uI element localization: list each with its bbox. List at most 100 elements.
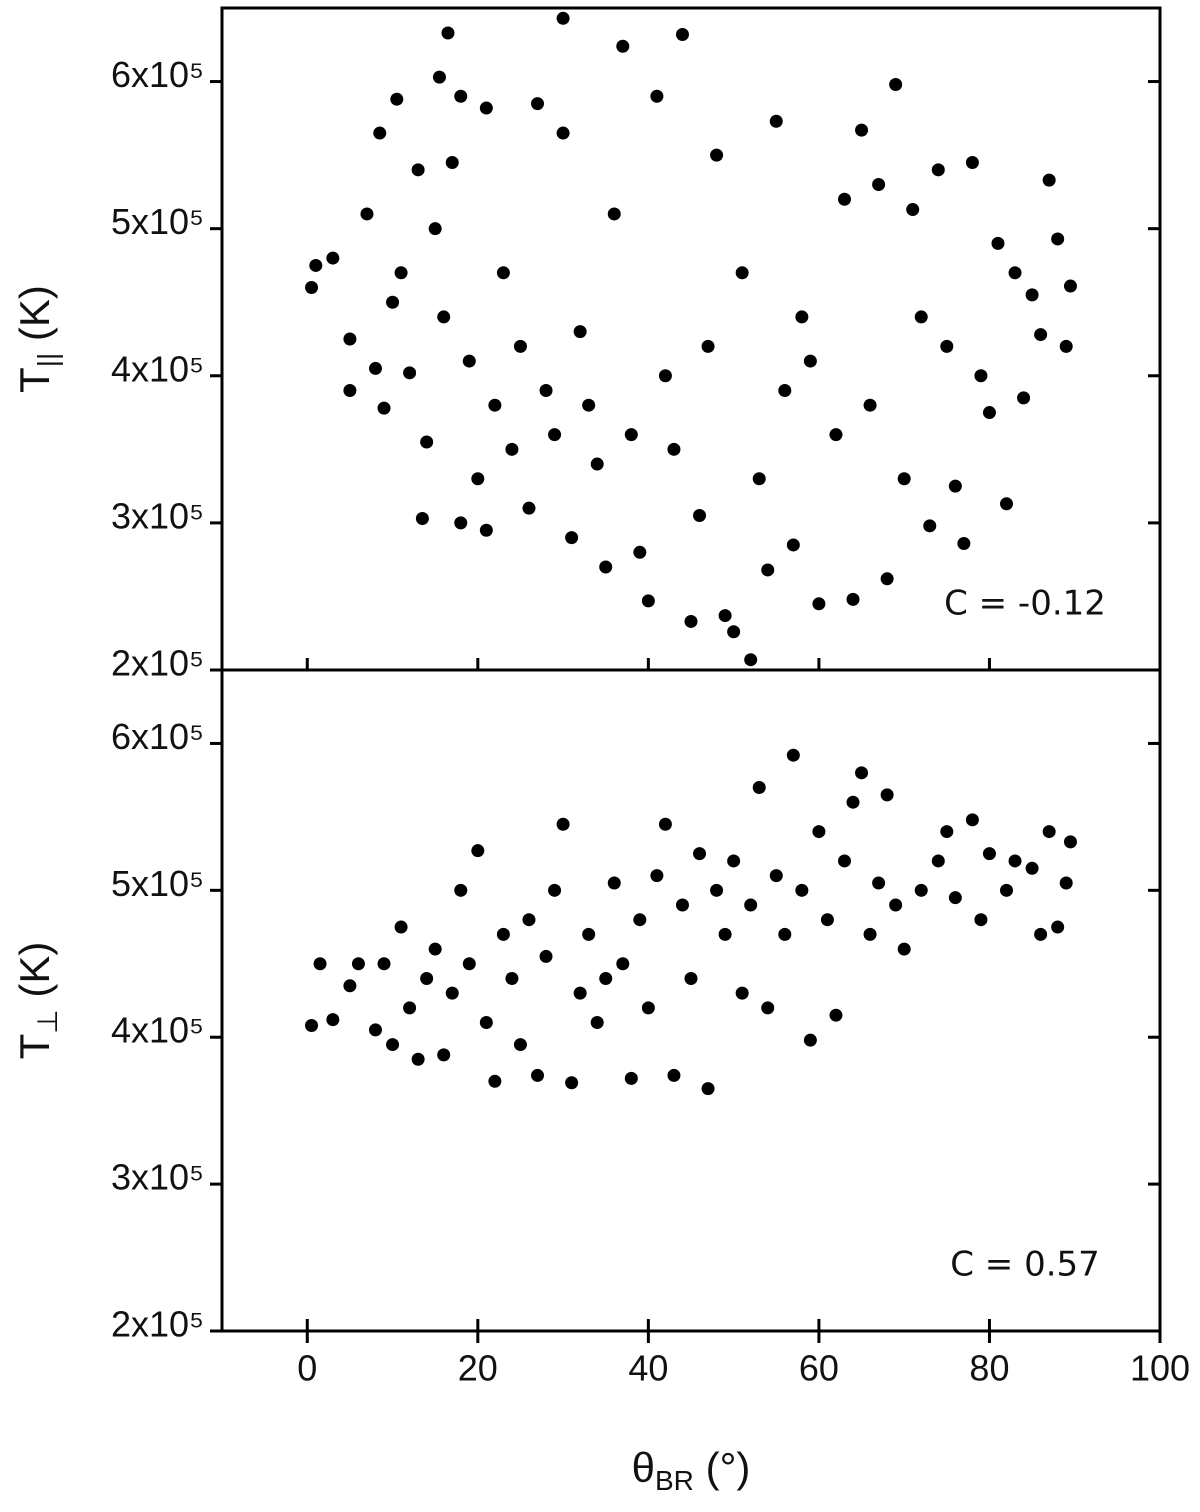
data-point — [445, 986, 459, 1000]
data-point — [795, 310, 809, 324]
data-point — [940, 825, 954, 839]
data-point — [778, 927, 792, 941]
data-point — [1008, 854, 1022, 868]
data-point — [441, 26, 455, 40]
y-tick-label: 6x10⁵ — [111, 54, 204, 95]
data-point — [829, 1008, 843, 1022]
data-point — [897, 942, 911, 956]
data-point — [846, 592, 860, 606]
data-point — [667, 442, 681, 456]
data-point — [428, 942, 442, 956]
data-point — [931, 163, 945, 177]
data-point — [390, 92, 404, 106]
data-point — [377, 957, 391, 971]
data-point — [769, 869, 783, 883]
data-point — [428, 222, 442, 236]
x-tick-label: 100 — [1130, 1348, 1190, 1389]
data-point — [641, 1001, 655, 1015]
data-point — [522, 501, 536, 515]
data-point — [309, 258, 323, 272]
y-tick-label: 2x10⁵ — [111, 1304, 204, 1345]
data-point — [411, 163, 425, 177]
data-point — [735, 986, 749, 1000]
data-point — [633, 545, 647, 559]
data-point — [923, 519, 937, 533]
data-point — [479, 101, 493, 115]
data-point — [479, 1016, 493, 1030]
data-point — [658, 369, 672, 383]
data-point — [889, 77, 903, 91]
data-point — [462, 354, 476, 368]
data-point — [313, 957, 327, 971]
data-point — [1034, 927, 1048, 941]
data-point — [496, 927, 510, 941]
data-point — [1042, 825, 1056, 839]
x-tick-label: 40 — [628, 1348, 668, 1389]
axis-label: T⊥ (K) — [11, 942, 63, 1060]
data-point — [488, 1074, 502, 1088]
data-point — [982, 847, 996, 861]
data-point — [539, 383, 553, 397]
data-point — [957, 536, 971, 550]
data-point — [889, 898, 903, 912]
data-point — [965, 813, 979, 827]
data-point — [982, 406, 996, 420]
axis-label-sub: || — [32, 353, 63, 368]
axis-label: θBR (°) — [632, 1444, 751, 1496]
axis-label-sub: ⊥ — [32, 1009, 63, 1033]
data-point — [505, 442, 519, 456]
data-point — [1000, 497, 1014, 511]
data-point — [701, 1082, 715, 1096]
data-point — [897, 472, 911, 486]
data-point — [548, 428, 562, 442]
data-point — [1063, 279, 1077, 293]
data-point — [513, 339, 527, 353]
axis-label: T|| (K) — [11, 285, 63, 393]
data-point — [556, 817, 570, 831]
data-point — [872, 876, 886, 890]
data-point — [624, 1071, 638, 1085]
y-tick-label: 2x10⁵ — [111, 643, 204, 684]
data-point — [744, 653, 758, 667]
data-point — [607, 207, 621, 221]
plot-frame — [220, 668, 1162, 1333]
data-point — [1034, 328, 1048, 342]
data-point — [872, 178, 886, 192]
data-point — [658, 817, 672, 831]
data-point — [744, 898, 758, 912]
data-point — [1017, 391, 1031, 405]
data-point — [795, 883, 809, 897]
data-point — [368, 1023, 382, 1037]
data-point — [675, 27, 689, 41]
data-point — [471, 472, 485, 486]
data-point — [906, 203, 920, 217]
data-point — [445, 155, 459, 169]
data-point — [462, 957, 476, 971]
axis-label-space — [694, 1444, 706, 1491]
data-point — [1025, 288, 1039, 302]
data-point — [829, 428, 843, 442]
data-point — [607, 876, 621, 890]
data-point — [599, 971, 613, 985]
x-tick-label: 60 — [799, 1348, 839, 1389]
data-point — [1051, 920, 1065, 934]
axis-label-unit: (°) — [706, 1444, 751, 1491]
data-point — [403, 366, 417, 380]
data-point — [479, 523, 493, 537]
data-point — [386, 1038, 400, 1052]
data-point — [633, 913, 647, 927]
data-point — [761, 563, 775, 577]
data-point — [752, 781, 766, 795]
data-point — [411, 1052, 425, 1066]
data-point — [803, 1033, 817, 1047]
data-point — [650, 89, 664, 103]
data-point — [437, 1048, 451, 1062]
axis-label-main: T — [11, 1034, 58, 1060]
data-point — [343, 979, 357, 993]
data-point — [454, 883, 468, 897]
data-point — [432, 70, 446, 84]
data-point — [761, 1001, 775, 1015]
data-point — [415, 511, 429, 525]
